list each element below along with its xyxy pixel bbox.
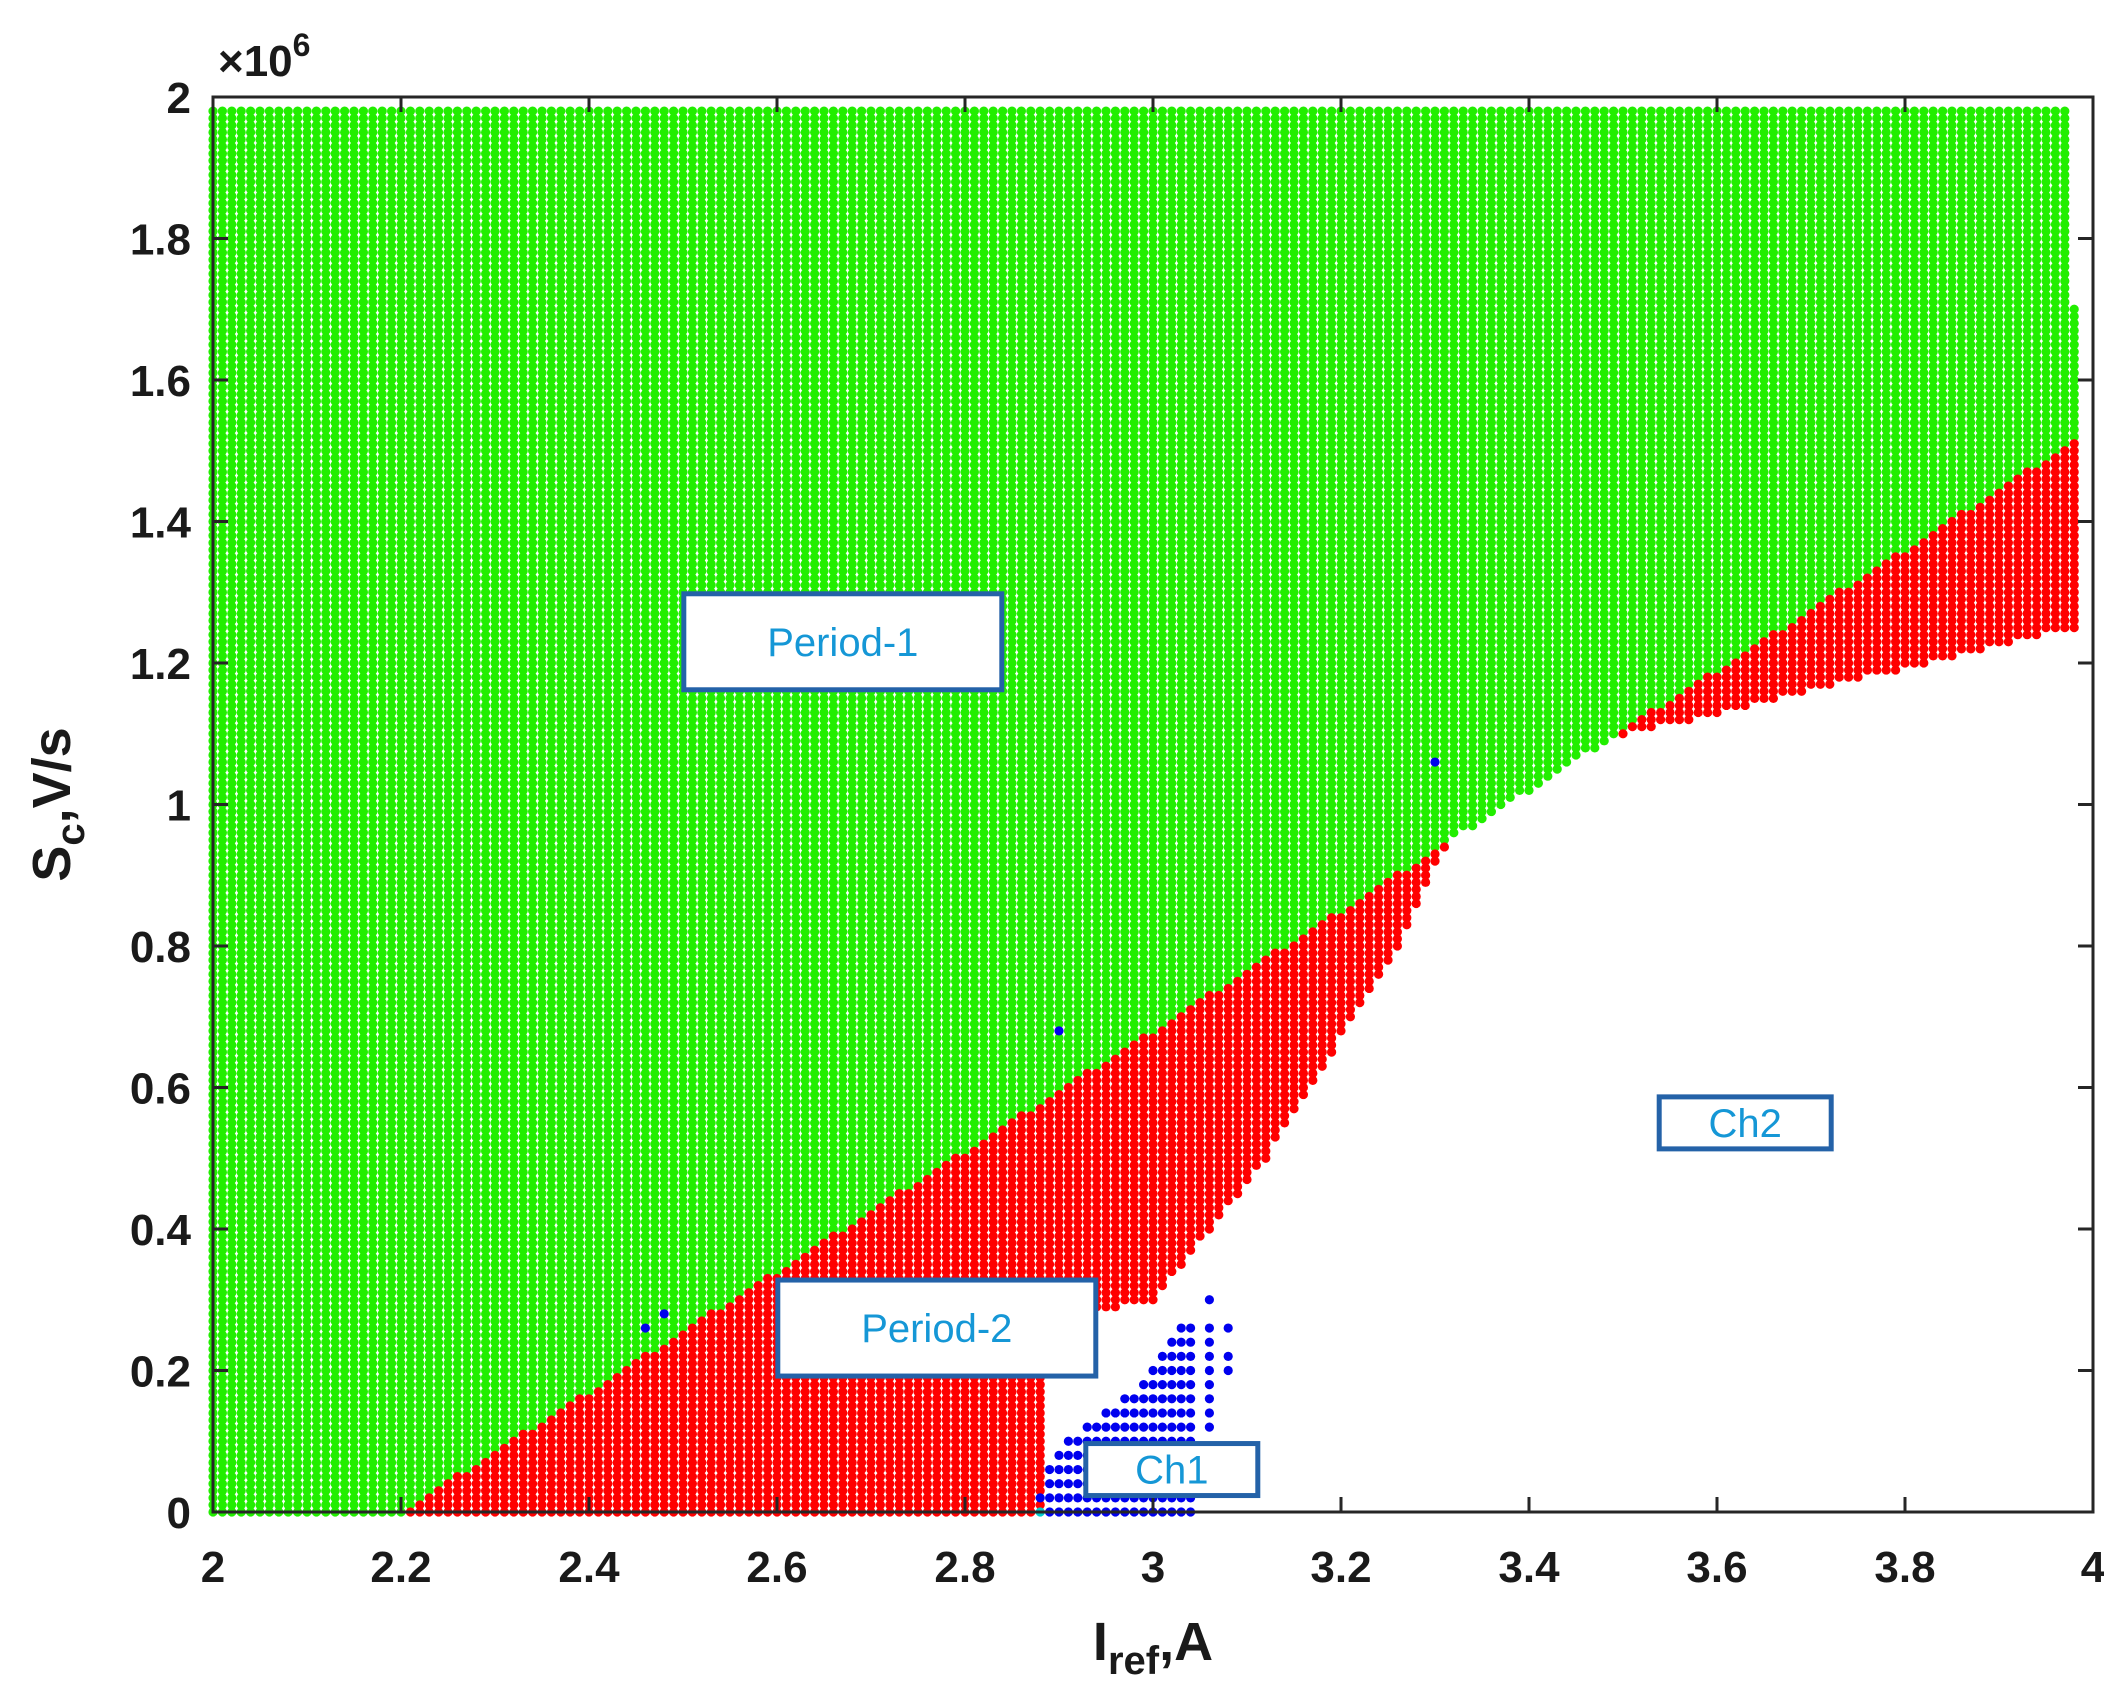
period-1-point (227, 107, 236, 116)
period-1-point (265, 107, 274, 116)
period-1-point (218, 107, 227, 116)
period-1-point (246, 107, 255, 116)
period-1-point (237, 107, 246, 116)
period-1-point (255, 107, 264, 116)
